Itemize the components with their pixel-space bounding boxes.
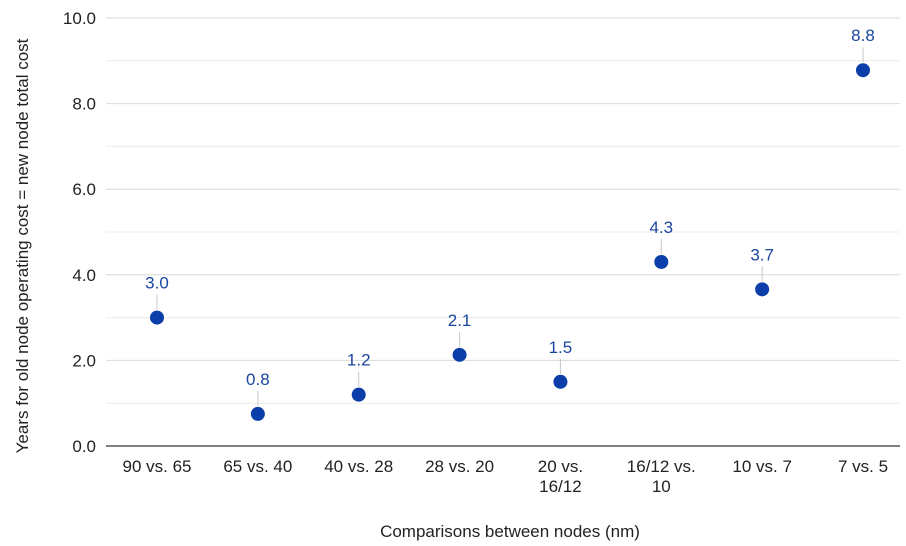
y-tick-label: 4.0 xyxy=(72,266,96,285)
data-label: 1.2 xyxy=(347,351,371,370)
gridlines xyxy=(106,17,900,447)
y-axis: 0.0 2.0 4.0 6.0 8.0 10.0 xyxy=(63,9,96,456)
data-label: 4.3 xyxy=(649,218,673,237)
data-point xyxy=(452,347,467,362)
y-tick-label: 10.0 xyxy=(63,9,96,28)
data-label: 0.8 xyxy=(246,370,270,389)
x-tick-label: 90 vs. 65 xyxy=(123,457,192,476)
data-label: 3.0 xyxy=(145,274,169,293)
x-tick-label: 20 vs. 16/12 xyxy=(538,457,583,496)
x-tick-label: 65 vs. 40 xyxy=(223,457,292,476)
data-point xyxy=(250,406,265,421)
y-tick-label: 0.0 xyxy=(72,437,96,456)
y-tick-label: 2.0 xyxy=(72,351,96,370)
y-tick-label: 6.0 xyxy=(72,180,96,199)
data-point xyxy=(856,63,870,78)
x-axis: 90 vs. 65 65 vs. 40 40 vs. 28 28 vs. 20 20 v… xyxy=(123,457,889,496)
x-tick-label: 16/12 vs. 10 xyxy=(627,457,696,496)
x-tick-label: 28 vs. 20 xyxy=(425,457,494,476)
data-label: 2.1 xyxy=(448,311,472,330)
data-label: 3.7 xyxy=(750,245,774,264)
data-point xyxy=(150,310,164,325)
x-tick-label: 10 vs. 7 xyxy=(732,457,792,476)
data-point xyxy=(755,282,770,297)
data-points: 3.0 0.8 1.2 2.1 1.5 4.3 3.7 8.8 xyxy=(145,26,875,421)
y-tick-label: 8.0 xyxy=(72,95,96,114)
data-label: 1.5 xyxy=(549,338,573,357)
data-point xyxy=(351,387,366,402)
data-point xyxy=(654,254,669,269)
y-axis-title: Years for old node operating cost = new … xyxy=(13,38,32,453)
data-label: 8.8 xyxy=(851,26,875,45)
x-tick-label: 40 vs. 28 xyxy=(324,457,393,476)
x-tick-label: 7 vs. 5 xyxy=(838,457,888,476)
data-point xyxy=(553,374,568,389)
x-axis-title: Comparisons between nodes (nm) xyxy=(380,522,640,541)
